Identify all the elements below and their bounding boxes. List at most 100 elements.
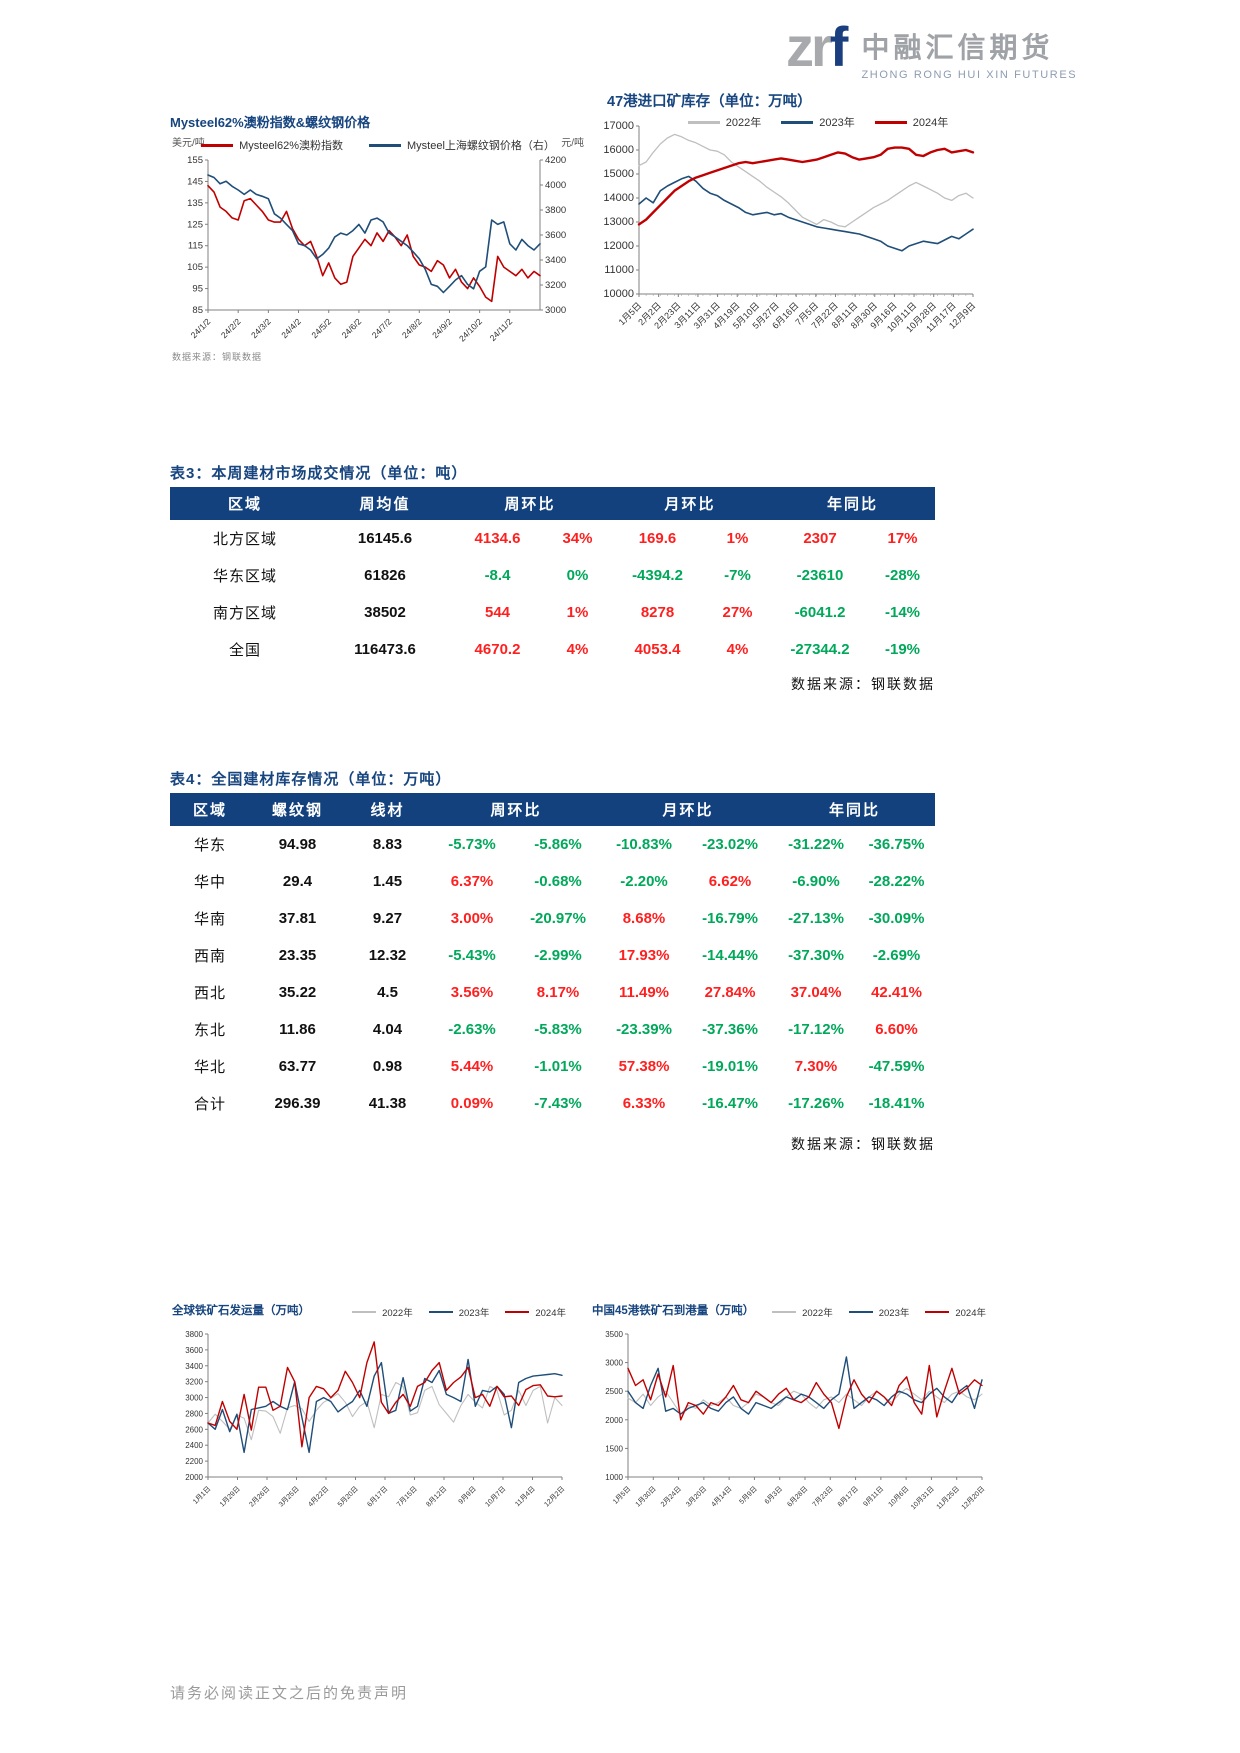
x-axis-label: 5月9日 — [738, 1485, 759, 1506]
x-axis-label: 1月29日 — [218, 1485, 242, 1509]
x-axis-label: 24/2/2 — [219, 316, 243, 340]
x-axis-label: 3月25日 — [277, 1485, 301, 1509]
legend-swatch — [687, 120, 720, 124]
chart-title: Mysteel62%澳粉指数&螺纹钢价格 — [170, 115, 371, 130]
region-cell: 东北 — [193, 1022, 226, 1039]
value-cell: -47.59% — [868, 1058, 925, 1075]
region-cell: 华东 — [193, 837, 226, 854]
x-axis-label: 6月17日 — [366, 1485, 390, 1509]
value-cell: 42.41% — [871, 984, 922, 1001]
table-4: 区域 螺纹钢 线材 周环比 月环比 年同比 华东 94.98 8.83 -5.73% -5.86% -… — [170, 793, 935, 1122]
data-source-note: 数据来源：钢联数据 — [172, 352, 263, 362]
company-name-cn: 中融汇信期货 — [861, 32, 1054, 63]
value-cell: -16.47% — [702, 1095, 758, 1112]
column-header: 周均值 — [359, 496, 411, 513]
legend-label: Mysteel62%澳粉指数 — [239, 140, 344, 152]
y-axis-label: 145 — [187, 176, 203, 187]
value-cell: 37.04% — [790, 984, 842, 1001]
value-cell: -2.99% — [534, 947, 582, 964]
value-cell: 35.22 — [278, 984, 317, 1001]
table-row: 北方区域 16145.6 4134.6 34% 169.6 1% 2307 17% — [170, 520, 935, 557]
legend-item: 2024年 — [925, 1305, 986, 1319]
value-cell: -5.86% — [534, 836, 582, 853]
y-axis-label: 11000 — [604, 264, 634, 276]
value-cell: -5.73% — [448, 836, 496, 853]
chart-plot: 85 95 105 115 125 135 145 155 3000 3200 3400 3600 38… — [170, 152, 586, 367]
table-header-row: 区域 螺纹钢 线材 周环比 月环比 年同比 — [170, 793, 935, 826]
value-cell: 5.44% — [450, 1058, 494, 1075]
y-axis-label: 135 — [187, 198, 203, 209]
legend-item: 2023年 — [781, 114, 855, 130]
table-row: 全国 116473.6 4670.2 4% 4053.4 4% -27344.2 -19% — [170, 631, 935, 668]
legend-swatch — [201, 143, 234, 147]
chart-plot: 10000 11000 12000 13000 14000 15000 16000 17000… — [583, 110, 983, 365]
value-cell: -18.41% — [868, 1095, 925, 1112]
y-axis-label: 3800 — [185, 1330, 203, 1339]
value-cell: 1.45 — [372, 873, 403, 890]
region-cell: 西南 — [193, 948, 226, 965]
value-cell: 9.27 — [372, 910, 403, 927]
value-cell: -16.79% — [702, 910, 758, 927]
legend-label: 2024年 — [955, 1308, 986, 1319]
value-cell: 61826 — [364, 567, 406, 584]
value-cell: 8.68% — [622, 910, 666, 927]
legend-swatch — [925, 1311, 950, 1313]
column-header: 年同比 — [828, 802, 880, 819]
value-cell: 8278 — [640, 604, 675, 621]
value-cell: -23.02% — [702, 836, 758, 853]
x-axis-label: 12月2日 — [543, 1485, 567, 1509]
value-cell: -31.22% — [788, 836, 844, 853]
y-axis-label: 1500 — [605, 1444, 623, 1453]
y-axis-label: 3500 — [605, 1330, 623, 1339]
series-line-0 — [627, 1387, 983, 1415]
y-axis-unit-right: 元/吨 — [561, 138, 584, 149]
x-axis-label: 9月11日 — [862, 1485, 885, 1508]
x-axis-label: 24/3/2 — [249, 316, 273, 340]
value-cell: 6.37% — [450, 873, 494, 890]
legend-swatch — [772, 1311, 797, 1313]
legend-label: 2022年 — [802, 1308, 833, 1319]
value-cell: -7.43% — [534, 1095, 582, 1112]
value-cell: -2.20% — [620, 873, 668, 890]
logo-zr: zr — [786, 15, 833, 78]
chart-plot: 2000 2200 2400 2600 2800 3000 3200 3400 3600 3800… — [172, 1322, 572, 1552]
y-axis-label: 4000 — [545, 180, 566, 191]
y-axis-label: 2800 — [185, 1409, 203, 1418]
x-axis-label: 24/10/2 — [457, 316, 484, 343]
value-cell: -6041.2 — [794, 604, 846, 621]
y-axis-label: 155 — [187, 155, 203, 166]
value-cell: 4.5 — [377, 984, 398, 1001]
column-header: 月环比 — [662, 802, 714, 819]
series-line-0 — [638, 133, 974, 228]
column-header: 线材 — [370, 802, 405, 819]
legend-swatch — [874, 120, 907, 124]
logo-mark: zrf — [786, 19, 848, 75]
table-row: 西南 23.35 12.32 -5.43% -2.99% 17.93% -14.44% -37… — [170, 937, 935, 974]
series-line-1 — [627, 1356, 983, 1415]
table-row: 东北 11.86 4.04 -2.63% -5.83% -23.39% -37.36% -17… — [170, 1011, 935, 1048]
y-axis-label: 95 — [192, 284, 203, 295]
series-line-2 — [637, 146, 975, 226]
value-cell: 4% — [566, 641, 589, 658]
value-cell: -19% — [884, 641, 921, 658]
value-cell: 7.30% — [794, 1058, 838, 1075]
value-cell: 17.93% — [618, 947, 670, 964]
value-cell: 6.33% — [622, 1095, 666, 1112]
value-cell: 41.38 — [368, 1095, 407, 1112]
global-iron-ore-shipments-chart: 全球铁矿石发运量（万吨） 2022年 2023年 2024年 2000 2200 240… — [172, 1302, 572, 1547]
region-cell: 华南 — [193, 911, 226, 928]
value-cell: -0.68% — [534, 873, 582, 890]
value-cell: 1% — [566, 604, 589, 621]
value-cell: -5.83% — [534, 1021, 582, 1038]
value-cell: -37.36% — [702, 1021, 758, 1038]
value-cell: 27% — [722, 604, 753, 621]
y-axis-label: 2500 — [605, 1387, 623, 1396]
series-line-2 — [207, 1341, 563, 1448]
x-axis-label: 1月5日 — [611, 1485, 632, 1506]
table4-source: 数据来源：钢联数据 — [791, 1136, 935, 1152]
legend-item: 2022年 — [772, 1305, 833, 1319]
x-axis-label: 24/5/2 — [309, 316, 333, 340]
value-cell: 63.77 — [278, 1058, 317, 1075]
value-cell: -37.30% — [788, 947, 844, 964]
value-cell: 4.04 — [372, 1021, 403, 1038]
